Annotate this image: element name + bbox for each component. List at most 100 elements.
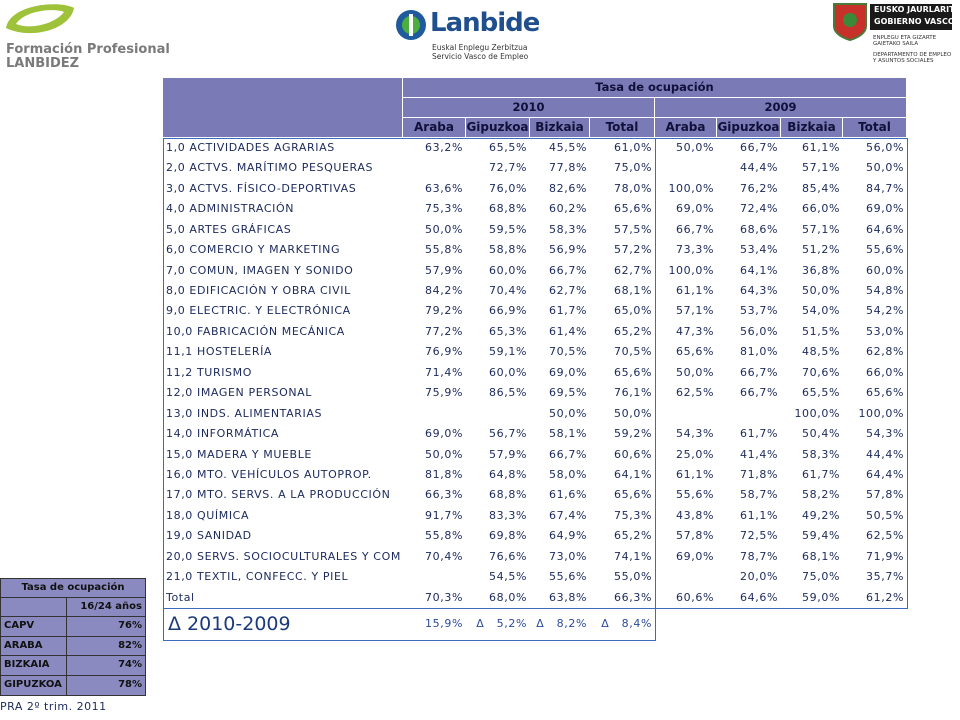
cell: 54,3%	[676, 427, 714, 441]
cell: 70,4%	[425, 549, 463, 563]
cell: 58,1%	[549, 427, 587, 441]
cell: 64,1%	[614, 467, 652, 481]
cell: 51,2%	[802, 243, 840, 257]
cell: 41,4%	[740, 447, 778, 461]
cell: 50,0%	[676, 141, 714, 154]
cell: 100,0%	[858, 406, 904, 420]
cell: 66,7%	[740, 141, 778, 154]
cell: 68,1%	[614, 284, 652, 298]
cell: 56,0%	[866, 141, 904, 154]
row-label: 14,0 INFORMÁTICA	[166, 427, 280, 441]
cell: 58,0%	[549, 467, 587, 481]
cell: 75,3%	[425, 202, 463, 216]
left-logo-text: LANBIDEZ	[6, 56, 80, 71]
row-label: 1,0 ACTIVIDADES AGRARIAS	[166, 141, 335, 154]
cell: 70,4%	[489, 284, 527, 298]
cell: 49,2%	[802, 508, 840, 522]
row-label: 6,0 COMERCIO Y MARKETING	[166, 243, 341, 257]
cell: 65,6%	[614, 202, 652, 216]
cell: 60,6%	[676, 590, 714, 604]
cell: 76,6%	[489, 549, 527, 563]
cell: 64,3%	[740, 284, 778, 298]
cell: 53,4%	[740, 243, 778, 257]
table-title: Tasa de ocupación	[403, 78, 907, 98]
side-value: 76%	[66, 616, 146, 637]
right-logo-line: GAIETAKO SAILA	[873, 41, 919, 47]
cell: 50,0%	[425, 222, 463, 236]
cell: 66,0%	[802, 202, 840, 216]
cell: 50,0%	[802, 284, 840, 298]
cell: 65,2%	[614, 529, 652, 543]
cell: 25,0%	[676, 447, 714, 461]
side-blank	[0, 597, 67, 617]
row-label: 19,0 SANIDAD	[166, 529, 252, 543]
cell: 65,5%	[802, 386, 840, 400]
cell: 72,4%	[740, 202, 778, 216]
cell: 83,3%	[489, 508, 527, 522]
cell: 65,6%	[614, 365, 652, 379]
cell: 50,0%	[866, 161, 904, 175]
cell: 57,2%	[614, 243, 652, 257]
cell: 57,1%	[802, 161, 840, 175]
cell: 63,8%	[549, 590, 587, 604]
cell: 69,8%	[489, 529, 527, 543]
cell: 72,5%	[740, 529, 778, 543]
cell: 60,6%	[614, 447, 652, 461]
cell: 54,0%	[802, 304, 840, 318]
cell: 50,4%	[802, 427, 840, 441]
cell: 51,5%	[802, 324, 840, 338]
right-logo-line: Y ASUNTOS SOCIALES	[873, 58, 934, 64]
cell: 71,8%	[740, 467, 778, 481]
cell	[717, 404, 781, 424]
cell: 58,3%	[802, 447, 840, 461]
cell: 61,1%	[740, 508, 778, 522]
cell: 48,5%	[802, 345, 840, 359]
cell: 75,0%	[614, 161, 652, 175]
cell: 68,0%	[489, 590, 527, 604]
cell: 55,6%	[549, 570, 587, 584]
cell: 75,9%	[425, 386, 463, 400]
cell: 63,2%	[425, 141, 463, 154]
cell	[466, 404, 530, 424]
cell	[655, 567, 717, 587]
row-label: 12,0 IMAGEN PERSONAL	[166, 386, 313, 400]
cell: 76,1%	[614, 386, 652, 400]
cell: 73,0%	[549, 549, 587, 563]
column-header: Gipuzkoa	[717, 118, 781, 138]
row-label: 9,0 ELECTRIC. Y ELECTRÓNICA	[166, 304, 351, 318]
cell: 61,7%	[740, 427, 778, 441]
column-header: Total	[590, 118, 655, 138]
cell: 57,1%	[802, 222, 840, 236]
cell: 66,7%	[549, 447, 587, 461]
cell: 70,6%	[802, 365, 840, 379]
cell: 57,8%	[866, 488, 904, 502]
cell: 66,7%	[676, 222, 714, 236]
cell: 65,3%	[489, 324, 527, 338]
cell: 69,0%	[425, 427, 463, 441]
side-value: 78%	[66, 675, 146, 696]
cell: 45,5%	[549, 141, 587, 154]
cell: 65,5%	[489, 141, 527, 154]
cell: 61,6%	[549, 488, 587, 502]
cell: 62,5%	[676, 386, 714, 400]
cell: 62,7%	[549, 284, 587, 298]
row-label: 15,0 MADERA Y MUEBLE	[166, 447, 312, 461]
cell: 59,2%	[614, 427, 652, 441]
cell: 54,2%	[866, 304, 904, 318]
cell: 59,1%	[489, 345, 527, 359]
column-header: Bizkaia	[781, 118, 843, 138]
cell: 57,8%	[676, 529, 714, 543]
right-logo-shield	[833, 3, 867, 42]
cell: 69,0%	[866, 202, 904, 216]
cell: 84,7%	[866, 181, 904, 195]
cell: 50,5%	[866, 508, 904, 522]
cell: 61,1%	[802, 141, 840, 154]
cell: 65,2%	[614, 324, 652, 338]
cell: 72,7%	[489, 161, 527, 175]
center-logo-shape	[396, 10, 426, 40]
cell: 62,8%	[866, 345, 904, 359]
row-label: 3,0 ACTVS. FÍSICO-DEPORTIVAS	[166, 181, 357, 195]
row-label: 2,0 ACTVS. MARÍTIMO PESQUERAS	[166, 161, 374, 175]
cell	[655, 404, 717, 424]
cell: 55,0%	[614, 570, 652, 584]
